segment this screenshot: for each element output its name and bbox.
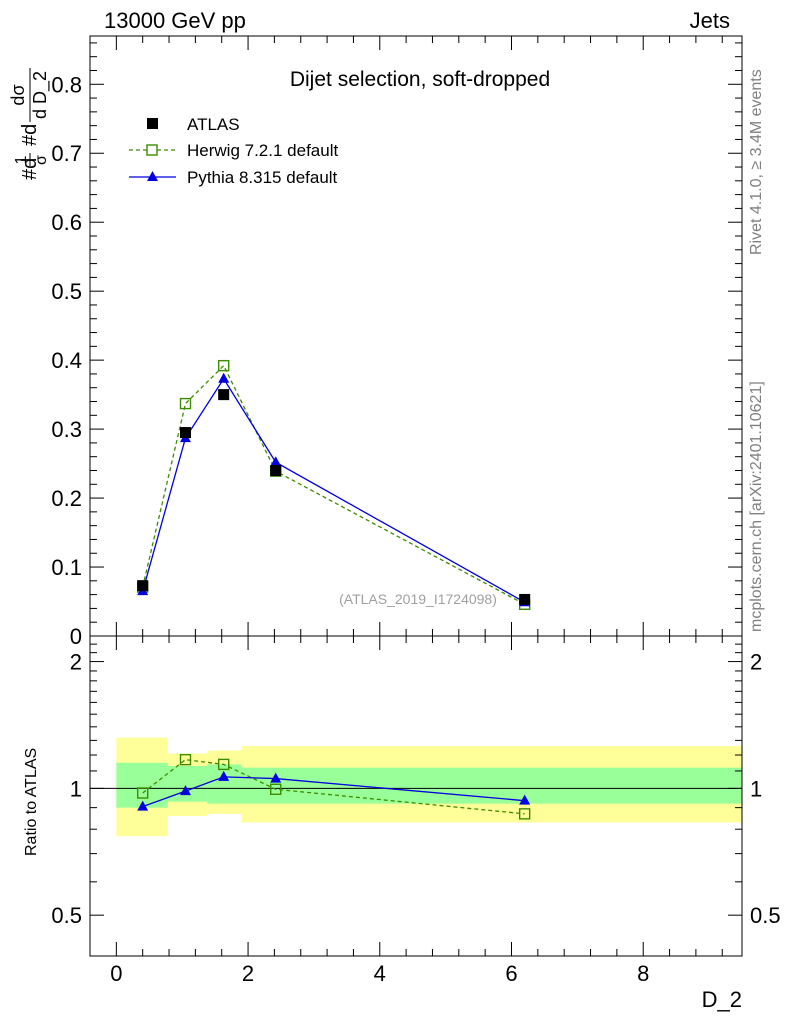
ratio-band-inner <box>207 764 242 804</box>
x-tick-label: 8 <box>637 961 649 986</box>
y-axis-label-part: σ <box>33 155 50 165</box>
ratio-y-tick-label: 2 <box>70 650 82 675</box>
plot-title: Dijet selection, soft-dropped <box>290 68 550 91</box>
legend-label-herwig: Herwig 7.2.1 default <box>187 141 338 160</box>
ratio-y-tick-label: 1 <box>70 776 82 801</box>
main-point-pythia <box>218 372 230 383</box>
legend: ATLAS Herwig 7.2.1 default Pythia 8.315 … <box>129 115 338 187</box>
legend-marker-herwig <box>146 144 158 156</box>
y-tick-label: 0.6 <box>51 210 82 235</box>
category-label: Jets <box>690 8 730 33</box>
ratio-point-pythia <box>137 800 149 811</box>
x-tick-label: 0 <box>110 961 122 986</box>
main-point-atlas <box>179 427 191 439</box>
legend-label-pythia: Pythia 8.315 default <box>187 168 338 187</box>
ratio-point-pythia <box>519 794 531 805</box>
ratio-y-tick-label: 0.5 <box>51 903 82 928</box>
main-point-pythia <box>270 456 282 467</box>
ratio-y-tick-label-right: 0.5 <box>750 903 781 928</box>
main-point-herwig <box>217 359 230 372</box>
main-point-herwig <box>179 397 192 410</box>
legend-marker-atlas <box>147 118 158 129</box>
ratio-point-herwig <box>270 783 282 795</box>
rivet-label: Rivet 4.1.0, ≥ 3.4M events <box>748 69 765 255</box>
y-tick-label: 0 <box>70 624 82 649</box>
legend-item-pythia: Pythia 8.315 default <box>129 168 338 187</box>
ratio-y-tick-label-right: 1 <box>750 776 762 801</box>
ratio-bands <box>116 737 743 837</box>
x-tick-label: 6 <box>505 961 517 986</box>
mcplots-label: mcplots.cern.ch [arXiv:2401.10621] <box>748 381 765 632</box>
main-line-herwig <box>142 364 525 605</box>
y-tick-label: 0.7 <box>51 141 82 166</box>
ratio-plot-panel: 0.5 0.5 1 1 2 2 0 2 4 6 8 Ratio to ATLAS D_2 <box>23 635 781 1012</box>
y-axis-label-part: #d <box>19 124 41 146</box>
y-axis-label-part: d D_2 <box>30 71 51 119</box>
y-axis-label: #d 1 σ #d dσ d D_2 <box>8 68 51 180</box>
ratio-line-herwig <box>142 758 525 815</box>
ratio-point-pythia <box>270 772 282 783</box>
ratio-point-herwig <box>179 753 192 766</box>
y-axis-label-part: 1 <box>13 155 30 164</box>
legend-item-herwig: Herwig 7.2.1 default <box>129 141 338 160</box>
legend-marker-pythia <box>147 171 158 181</box>
ratio-band-inner <box>167 766 208 802</box>
y-axis-label-part: #d <box>19 158 41 180</box>
main-ticks: 0.1 0.2 0.3 0.4 0.5 0.6 0.7 0.8 0 <box>51 36 742 649</box>
y-tick-label: 0.8 <box>51 72 82 97</box>
ratio-point-pythia <box>218 770 230 781</box>
main-point-atlas <box>218 389 230 401</box>
main-marks <box>136 359 531 610</box>
legend-label-atlas: ATLAS <box>187 115 240 134</box>
y-tick-label: 0.3 <box>51 417 82 442</box>
main-point-atlas <box>137 580 149 592</box>
ratio-point-herwig <box>518 808 531 820</box>
main-point-atlas <box>270 464 282 476</box>
analysis-tag: (ATLAS_2019_I1724098) <box>339 591 497 607</box>
ratio-point-herwig <box>136 787 149 799</box>
x-tick-label: 2 <box>242 961 254 986</box>
ratio-marks <box>136 753 531 820</box>
ratio-y-tick-label-right: 2 <box>750 650 762 675</box>
main-line-pythia <box>142 377 525 603</box>
ratio-point-pythia <box>179 785 191 796</box>
main-plot-panel: 0.1 0.2 0.3 0.4 0.5 0.6 0.7 0.8 0 Dijet selectio… <box>8 35 743 649</box>
x-axis-label: D_2 <box>702 987 742 1012</box>
y-tick-label: 0.5 <box>51 279 82 304</box>
ratio-point-herwig <box>217 758 230 771</box>
y-axis-label-part: dσ <box>8 84 28 105</box>
y-tick-label: 0.4 <box>51 348 82 373</box>
y-tick-label: 0.2 <box>51 486 82 511</box>
ratio-y-axis-label: Ratio to ATLAS <box>23 748 40 856</box>
ratio-ticks: 0.5 0.5 1 1 2 2 0 2 4 6 8 <box>51 636 781 986</box>
x-tick-label: 4 <box>374 961 386 986</box>
main-point-atlas <box>519 593 531 605</box>
y-tick-label: 0.1 <box>51 555 82 580</box>
energy-label: 13000 GeV pp <box>104 8 246 33</box>
ratio-plot-frame <box>89 635 743 957</box>
legend-item-atlas: ATLAS <box>147 115 240 134</box>
